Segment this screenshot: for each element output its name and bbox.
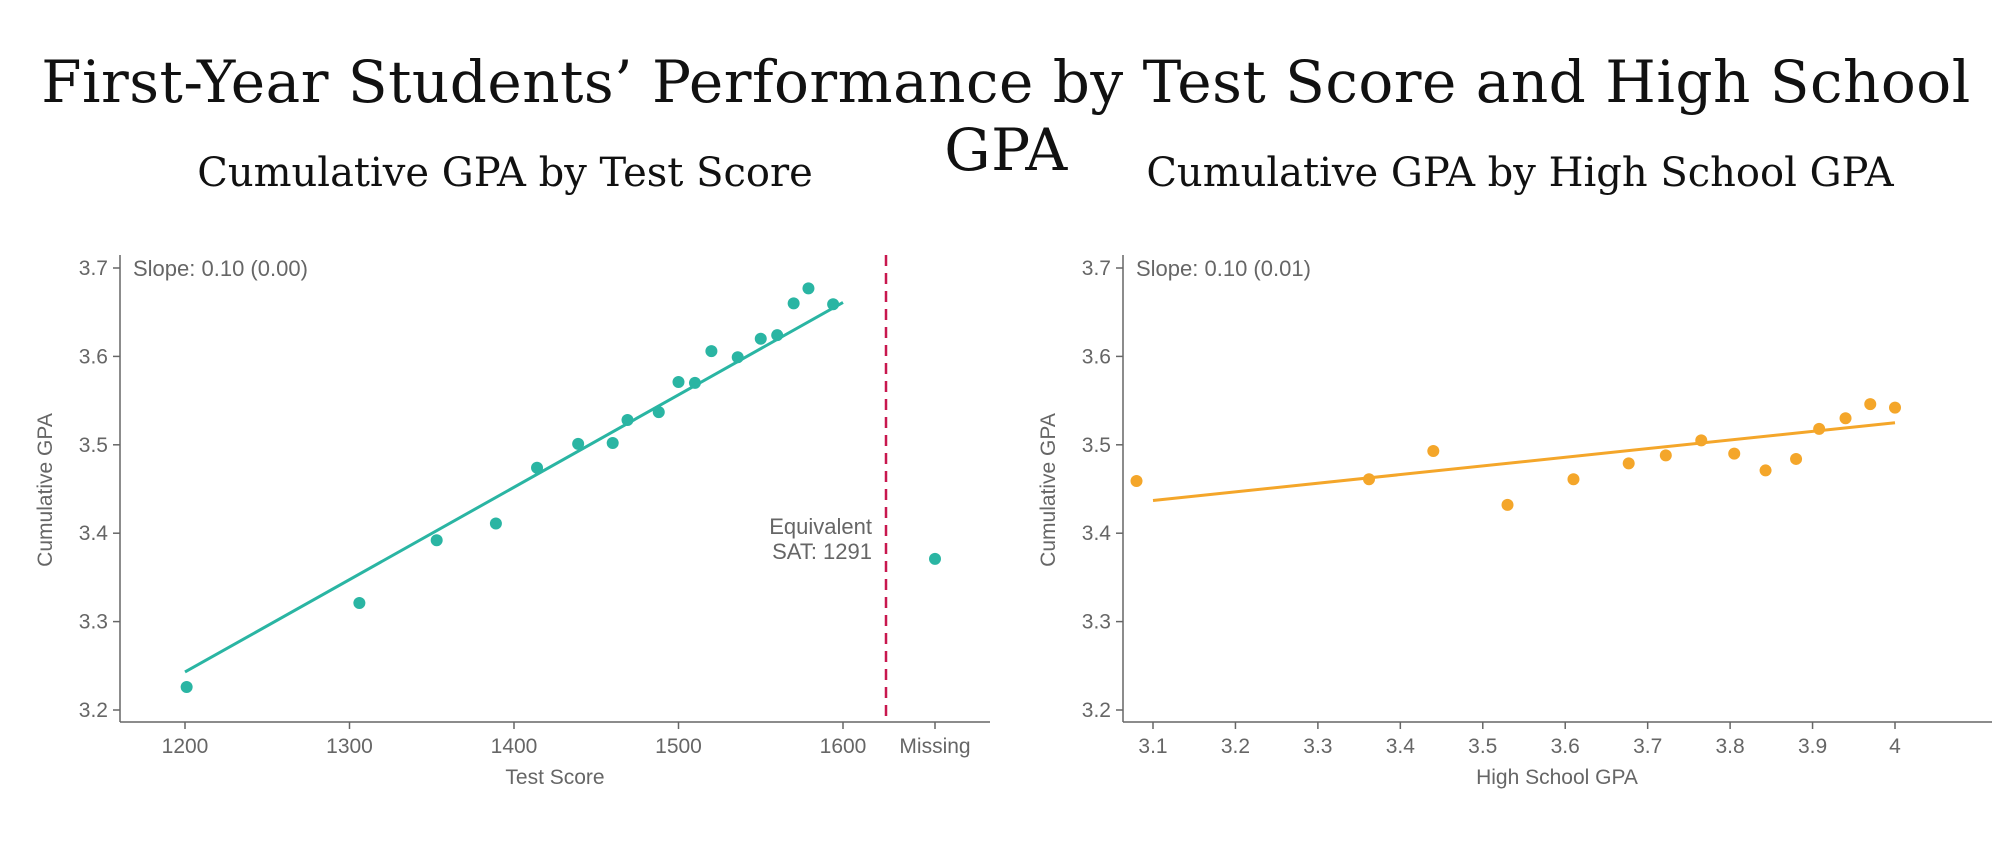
left-y-tick-label: 3.7 <box>79 257 108 280</box>
left-data-point <box>180 681 193 694</box>
left-chart-title: Cumulative GPA by Test Score <box>197 150 813 196</box>
left-data-point <box>430 534 443 547</box>
right-data-point <box>1695 434 1708 447</box>
right-y-tick-label: 3.6 <box>1082 345 1111 368</box>
left-data-point <box>621 414 634 427</box>
right-x-axis-title: High School GPA <box>1476 766 1638 789</box>
right-data-point <box>1864 398 1877 411</box>
left-x-tick-label: 1500 <box>655 735 702 758</box>
right-x-tick-label: 3.2 <box>1221 735 1250 758</box>
left-y-tick-label: 3.6 <box>79 345 108 368</box>
right-y-axis-title: Cumulative GPA <box>1037 413 1060 567</box>
right-data-point <box>1759 464 1772 477</box>
right-x-tick-label: 3.3 <box>1303 735 1332 758</box>
left-y-tick-label: 3.2 <box>79 699 108 722</box>
right-y-tick-label: 3.2 <box>1082 699 1111 722</box>
left-data-point <box>771 329 784 342</box>
main-title: First-Year Students’ Performance by Test… <box>41 48 1971 184</box>
left-data-point <box>606 437 619 450</box>
right-data-point <box>1622 457 1635 470</box>
left-data-point <box>705 345 718 358</box>
left-data-point <box>672 376 685 389</box>
right-data-point <box>1813 422 1826 435</box>
right-fit-line <box>1152 421 1896 502</box>
right-x-tick-label: 3.1 <box>1138 735 1167 758</box>
right-slope-label: Slope: 0.10 (0.01) <box>1136 256 1311 281</box>
left-data-point <box>787 297 800 310</box>
left-slope-label: Slope: 0.10 (0.00) <box>133 256 308 281</box>
right-data-point <box>1501 498 1514 511</box>
left-data-point <box>802 282 815 295</box>
right-x-tick-label: 4 <box>1889 735 1901 758</box>
right-data-point <box>1130 475 1143 488</box>
left-data-point <box>572 437 585 450</box>
left-x-tick-label-missing: Missing <box>899 735 970 758</box>
left-data-point <box>489 517 502 530</box>
left-missing-data-point <box>929 552 941 565</box>
right-data-point <box>1889 401 1901 414</box>
left-data-point <box>731 351 744 364</box>
left-data-point <box>652 406 665 419</box>
left-fit-line <box>184 301 844 674</box>
equivalent-sat-annotation-line1: Equivalent <box>769 514 872 539</box>
right-x-tick-label: 3.9 <box>1798 735 1827 758</box>
right-x-tick-label: 3.8 <box>1716 735 1745 758</box>
right-data-point <box>1659 449 1672 462</box>
left-data-point <box>827 298 840 311</box>
right-y-tick-label: 3.3 <box>1082 611 1111 634</box>
right-x-tick-label: 3.5 <box>1468 735 1497 758</box>
left-x-tick-label: 1400 <box>491 735 538 758</box>
right-x-tick-label: 3.6 <box>1551 735 1580 758</box>
equivalent-sat-annotation-line2: SAT: 1291 <box>772 539 872 564</box>
right-data-point <box>1839 412 1852 425</box>
left-x-tick-label: 1600 <box>820 735 867 758</box>
right-data-point <box>1363 473 1376 486</box>
right-y-tick-label: 3.7 <box>1082 257 1111 280</box>
left-y-tick-label: 3.3 <box>79 611 108 634</box>
right-data-point <box>1567 473 1580 486</box>
left-data-point <box>353 597 366 610</box>
left-data-point <box>531 461 544 474</box>
right-data-point <box>1728 447 1741 460</box>
right-y-tick-label: 3.4 <box>1082 522 1112 545</box>
right-x-tick-label: 3.4 <box>1386 735 1416 758</box>
right-data-point <box>1790 452 1803 465</box>
right-y-tick-label: 3.5 <box>1082 434 1111 457</box>
left-x-axis-title: Test Score <box>505 766 604 789</box>
left-y-tick-label: 3.4 <box>79 522 109 545</box>
left-data-point <box>754 332 767 345</box>
right-x-tick-label: 3.7 <box>1633 735 1662 758</box>
left-x-tick-label: 1300 <box>326 735 373 758</box>
left-x-tick-label: 1200 <box>162 735 209 758</box>
left-y-axis-title: Cumulative GPA <box>34 413 57 567</box>
right-data-point <box>1427 444 1440 457</box>
left-data-point <box>688 376 701 389</box>
left-y-tick-label: 3.5 <box>79 434 108 457</box>
right-chart-title: Cumulative GPA by High School GPA <box>1146 150 1894 196</box>
